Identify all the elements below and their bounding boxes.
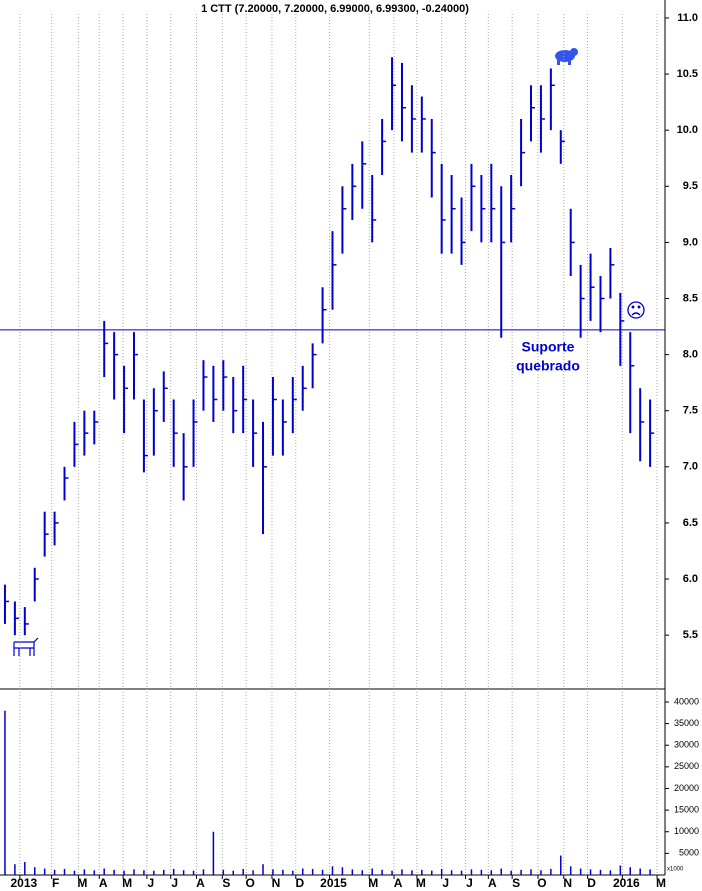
y2-tick-label: 20000 — [674, 783, 699, 793]
y-tick-label: 9.0 — [683, 236, 698, 248]
bear-icon — [555, 48, 578, 65]
y-tick-label: 8.0 — [683, 349, 698, 361]
y-tick-label: 10.5 — [677, 68, 698, 80]
x-tick-label: M — [656, 876, 666, 890]
x-tick-label: O — [245, 876, 254, 890]
x-tick-label: D — [295, 876, 304, 890]
x-tick-label: A — [99, 876, 108, 890]
x-tick-label: A — [488, 876, 497, 890]
y2-tick-label: 15000 — [674, 804, 699, 814]
annotation: Suporte — [522, 339, 575, 355]
x-tick-label: O — [537, 876, 546, 890]
y-tick-label: 10.0 — [677, 124, 698, 136]
y-tick-label: 8.5 — [683, 292, 698, 304]
x-tick-label: J — [148, 876, 155, 890]
y-tick-label: 6.0 — [683, 573, 698, 585]
x-tick-label: N — [272, 876, 281, 890]
x-tick-label: 2016 — [613, 876, 640, 890]
x-tick-label: 2013 — [10, 876, 37, 890]
x-tick-label: N — [563, 876, 572, 890]
y-tick-label: 6.5 — [683, 517, 698, 529]
y-tick-label: 7.5 — [683, 405, 698, 417]
bull-icon — [13, 637, 39, 656]
x-tick-label: J — [442, 876, 449, 890]
x-tick-label: S — [222, 876, 230, 890]
x-tick-label: S — [512, 876, 520, 890]
x-tick-label: M — [368, 876, 378, 890]
annotation: quebrado — [516, 358, 580, 374]
y-tick-label: 7.0 — [683, 461, 698, 473]
x-tick-label: M — [122, 876, 132, 890]
y2-tick-label: 35000 — [674, 718, 699, 728]
y2-tick-label: 30000 — [674, 740, 699, 750]
x-tick-label: M — [77, 876, 87, 890]
chart-title: 1 CTT (7.20000, 7.20000, 6.99000, 6.9930… — [201, 3, 469, 15]
x-tick-label: A — [196, 876, 205, 890]
y-tick-label: 5.5 — [683, 629, 698, 641]
frown-icon — [627, 301, 645, 319]
volume-unit-label: x1000 — [667, 867, 684, 873]
x-tick-label: J — [171, 876, 178, 890]
x-tick-label: F — [52, 876, 59, 890]
x-tick-label: D — [587, 876, 596, 890]
y2-tick-label: 10000 — [674, 826, 699, 836]
y2-tick-label: 5000 — [679, 848, 699, 858]
x-tick-label: 2015 — [320, 876, 347, 890]
x-tick-label: M — [416, 876, 426, 890]
y2-tick-label: 40000 — [674, 696, 699, 706]
y-tick-label: 11.0 — [677, 12, 698, 24]
y-tick-label: 9.5 — [683, 180, 698, 192]
x-tick-label: A — [394, 876, 403, 890]
x-tick-label: J — [466, 876, 473, 890]
y2-tick-label: 25000 — [674, 761, 699, 771]
